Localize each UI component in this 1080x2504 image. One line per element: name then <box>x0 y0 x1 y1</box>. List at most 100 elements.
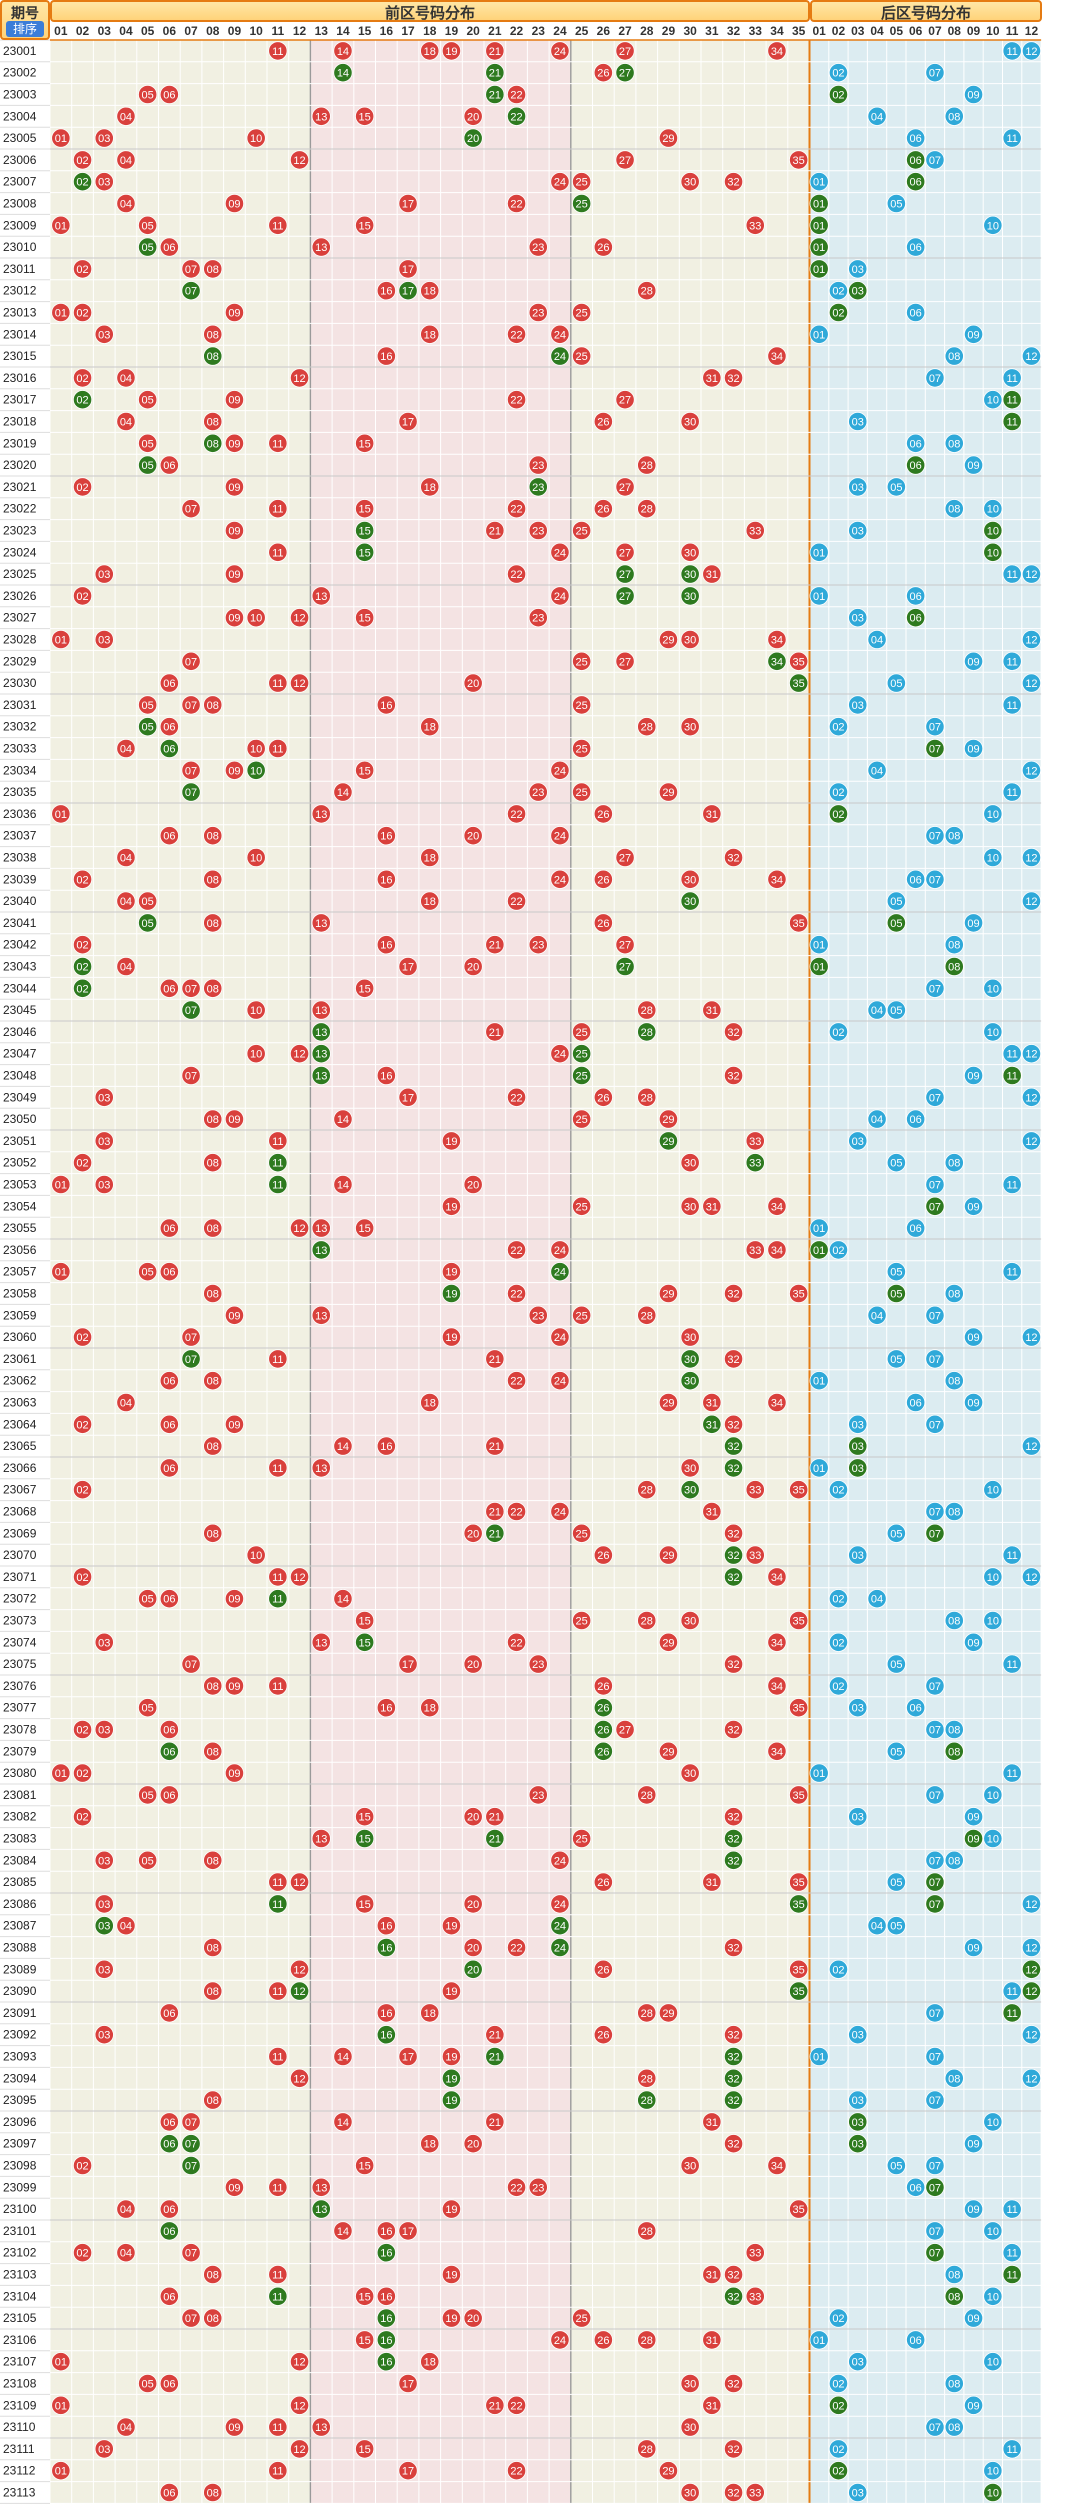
front-ball <box>637 717 657 737</box>
period-label: 23080 <box>3 1766 37 1780</box>
sort-button[interactable]: 排序 <box>6 21 44 37</box>
front-ball <box>723 2482 744 2503</box>
front-ball-label: 18 <box>424 1398 436 1410</box>
back-ball <box>848 1807 868 1827</box>
front-ball <box>51 2461 71 2481</box>
front-ball-label: 05 <box>142 1703 154 1715</box>
front-ball <box>485 2395 505 2415</box>
back-ball <box>925 1087 945 1107</box>
front-ball-label: 17 <box>402 2379 414 2391</box>
front-ball-label: 30 <box>684 569 696 581</box>
back-ball-label: 12 <box>1025 1986 1037 1998</box>
period-label: 期号 <box>11 5 39 21</box>
back-ball-label: 07 <box>929 2422 941 2434</box>
back-ball-label: 11 <box>1006 1986 1017 1998</box>
front-ball-label: 21 <box>489 1507 501 1519</box>
front-ball-label: 09 <box>228 482 240 494</box>
back-ball <box>886 1153 906 1173</box>
front-ball-label: 27 <box>619 395 631 407</box>
back-ball-label: 09 <box>967 1071 979 1083</box>
back-ball-label: 12 <box>1025 2030 1037 2042</box>
period-label: 23074 <box>3 1635 37 1649</box>
front-ball <box>723 2286 744 2306</box>
front-ball <box>268 2264 288 2285</box>
front-ball-label: 06 <box>163 1594 175 1606</box>
back-ball <box>1002 1065 1022 1086</box>
back-ball-label: 02 <box>832 722 844 734</box>
front-ball-label: 05 <box>142 1855 154 1867</box>
front-ball <box>789 150 809 170</box>
front-ball <box>420 1392 440 1413</box>
front-col-label: 04 <box>119 24 133 38</box>
front-col-label: 13 <box>315 24 329 38</box>
front-ball-label: 16 <box>380 831 392 843</box>
front-ball-label: 08 <box>207 1681 219 1693</box>
front-ball <box>745 1131 765 1151</box>
front-ball <box>615 542 635 562</box>
front-ball-label: 11 <box>272 678 283 690</box>
back-ball <box>848 2134 868 2154</box>
front-ball <box>224 608 245 628</box>
front-ball <box>51 1262 71 1282</box>
front-ball <box>593 1872 613 1892</box>
front-ball-label: 04 <box>120 373 132 385</box>
back-ball-label: 08 <box>948 1507 960 1519</box>
back-ball-label: 11 <box>1006 1180 1017 1192</box>
front-ball-label: 27 <box>619 482 631 494</box>
front-ball <box>723 2134 744 2154</box>
back-ball-label: 01 <box>813 242 825 254</box>
front-ball <box>745 1153 765 1173</box>
back-ball <box>886 2155 906 2176</box>
front-ball-label: 12 <box>293 1986 305 1998</box>
front-ball-label: 32 <box>727 1441 739 1453</box>
front-ball <box>289 1567 310 1587</box>
front-ball-label: 05 <box>142 1267 154 1279</box>
front-ball-label: 02 <box>76 482 88 494</box>
front-ball-label: 13 <box>315 2422 327 2434</box>
back-ball <box>925 63 945 83</box>
back-ball <box>1021 891 1042 911</box>
back-ball <box>848 281 868 301</box>
front-ball <box>680 172 700 192</box>
period-label: 23086 <box>3 1897 37 1911</box>
front-col-label: 33 <box>749 24 763 38</box>
front-ball-label: 08 <box>207 1528 219 1540</box>
back-ball <box>1021 1327 1042 1347</box>
back-ball <box>848 1436 868 1456</box>
front-ball-label: 12 <box>293 1049 305 1061</box>
back-ball <box>925 1894 945 1914</box>
front-ball-label: 22 <box>510 2400 522 2412</box>
back-ball <box>906 237 926 257</box>
front-ball <box>116 150 136 170</box>
back-ball <box>867 1000 887 1020</box>
front-ball-label: 26 <box>597 2335 609 2347</box>
front-ball-label: 11 <box>272 2422 283 2434</box>
front-ball-label: 32 <box>727 2052 739 2064</box>
front-ball <box>289 1872 310 1892</box>
front-ball <box>289 2395 310 2415</box>
back-ball-label: 07 <box>929 1855 941 1867</box>
front-ball-label: 32 <box>727 1855 739 1867</box>
front-ball <box>94 2439 114 2459</box>
back-ball-label: 06 <box>910 460 922 472</box>
front-ball-label: 23 <box>532 308 544 320</box>
front-ball-label: 26 <box>597 918 609 930</box>
back-ball-label: 07 <box>929 1681 941 1693</box>
front-ball-label: 11 <box>272 1158 283 1170</box>
front-ball <box>658 2003 679 2023</box>
front-ball-label: 27 <box>619 569 631 581</box>
front-ball <box>723 1022 744 1042</box>
front-ball <box>615 390 635 410</box>
front-ball <box>138 1785 158 1805</box>
back-ball <box>809 259 829 279</box>
front-ball <box>268 2177 288 2197</box>
front-ball <box>420 281 440 301</box>
front-ball <box>159 717 179 737</box>
front-ball <box>138 1698 158 1718</box>
back-ball <box>1002 41 1022 61</box>
period-label: 23057 <box>3 1265 37 1279</box>
front-ball <box>181 259 201 279</box>
front-ball <box>72 477 93 497</box>
front-ball-label: 30 <box>684 1332 696 1344</box>
front-ball-label: 07 <box>185 1354 197 1366</box>
